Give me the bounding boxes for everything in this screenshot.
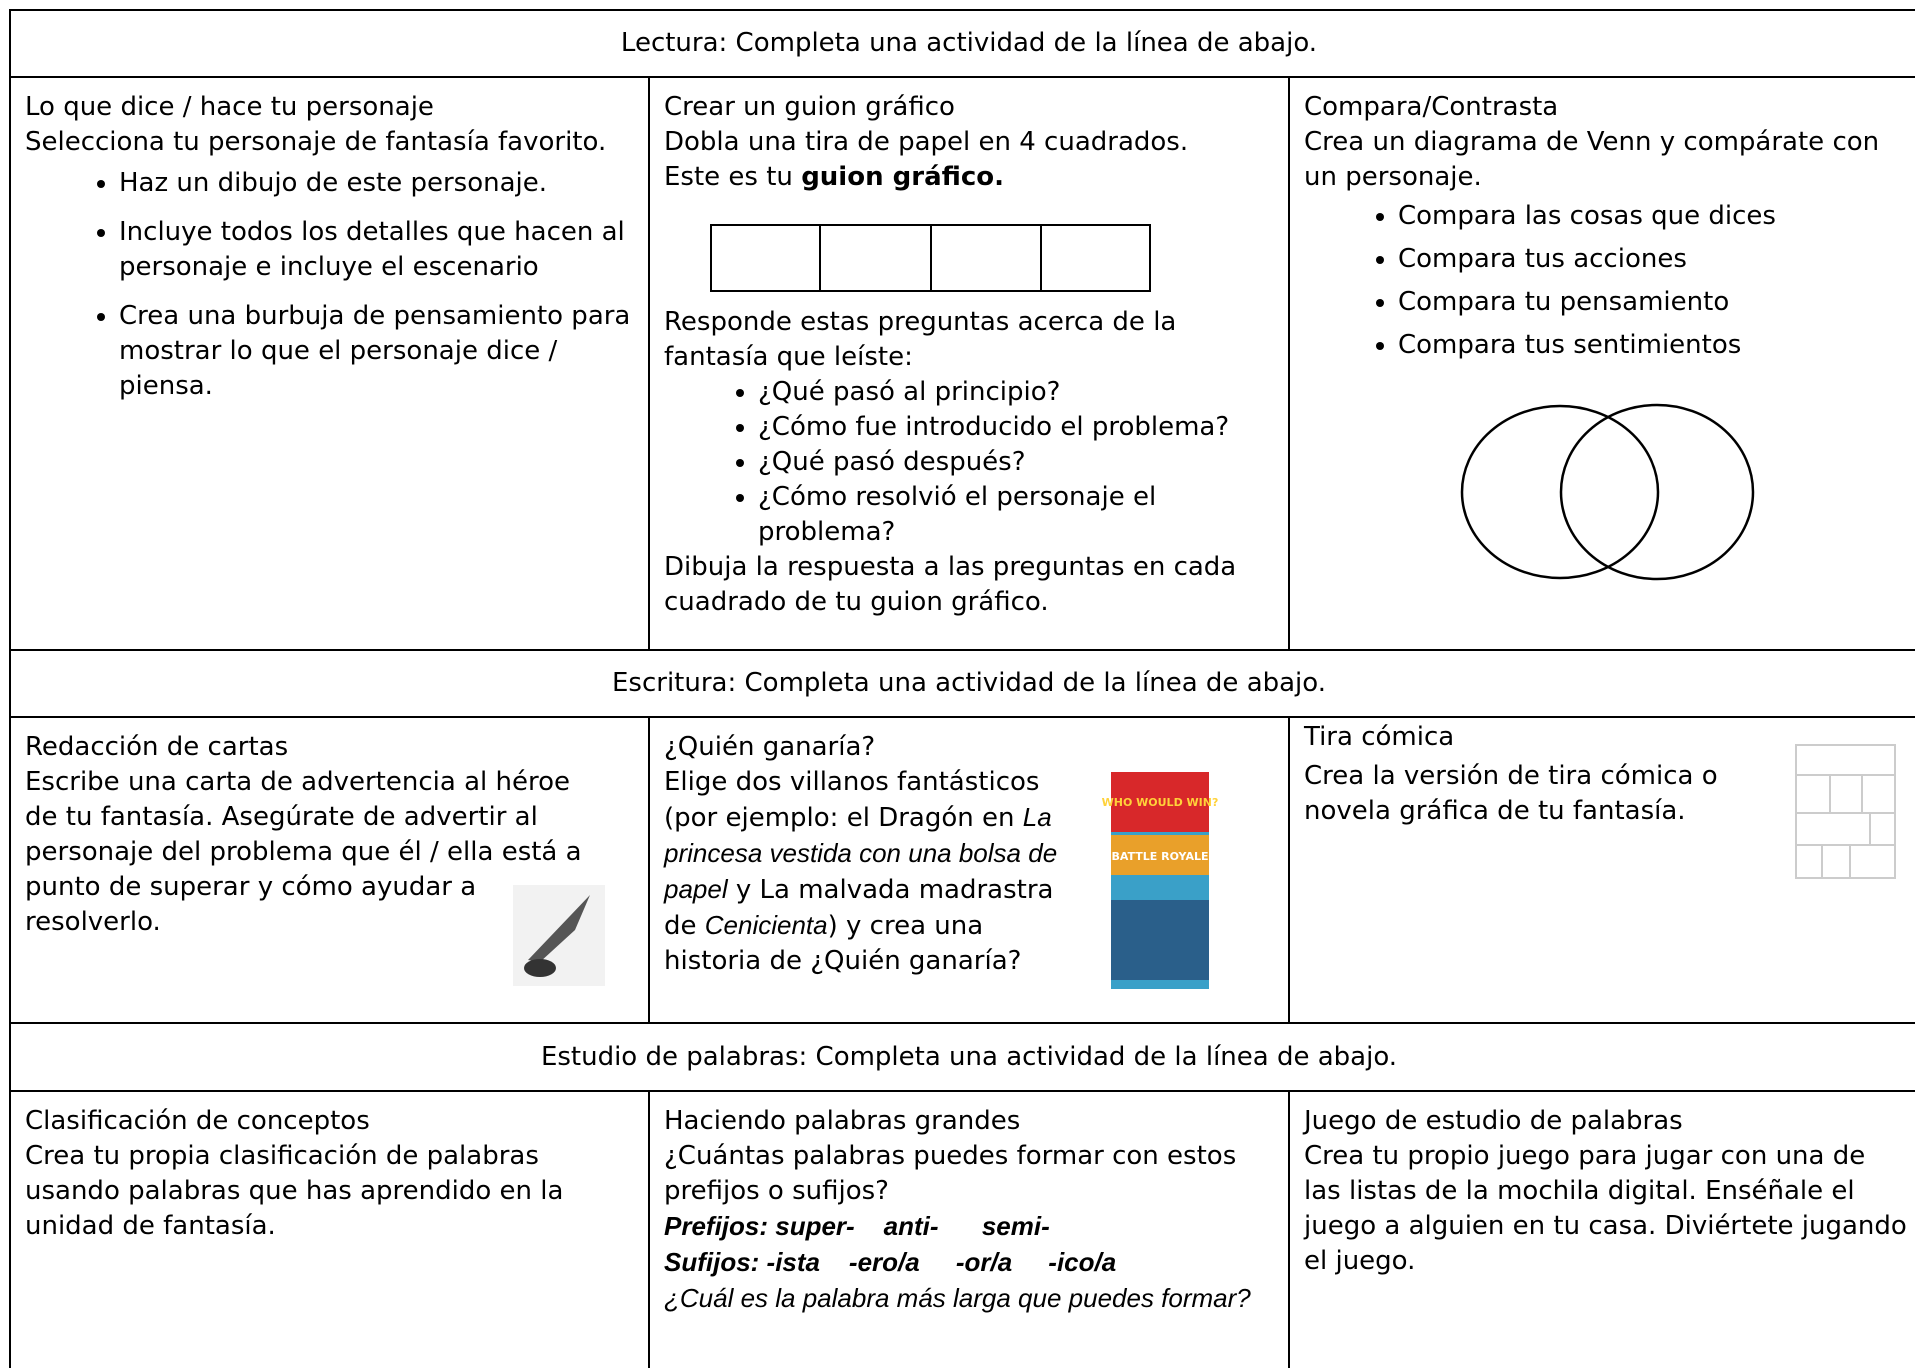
bullet-list: ¿Qué pasó al principio?¿Cómo fue introdu…: [664, 375, 1274, 550]
bullet-list: Haz un dibujo de este personaje. Incluye …: [25, 166, 634, 404]
activity-title: Haciendo palabras grandes: [664, 1106, 1021, 1136]
bullet-item: Haz un dibujo de este personaje.: [119, 166, 634, 201]
text: Responde estas preguntas acerca de la fa…: [664, 307, 1185, 372]
paragraph: ¿Cuál es la palabra más larga que puedes…: [664, 1281, 1274, 1317]
bullet-list: Compara las cosas que dices Compara tus a…: [1304, 199, 1910, 363]
bullet-item: Compara tu pensamiento: [1398, 285, 1910, 320]
paragraph: Dobla una tira de papel en 4 cuadrados.: [664, 125, 1274, 160]
quill-image: [513, 885, 605, 986]
activity-title: Tira cómica: [1304, 722, 1455, 752]
paragraph: Escribe una carta de advertencia al héro…: [25, 765, 608, 940]
section-heading: Escritura: Completa una actividad de la …: [9, 649, 1915, 718]
text: Elige dos villanos fantásticos (por ejem…: [664, 767, 1048, 833]
section-heading: Lectura: Completa una actividad de la lí…: [9, 9, 1915, 78]
section-heading: Estudio de palabras: Completa una activi…: [9, 1022, 1915, 1092]
activity-cell: Juego de estudio de palabras Crea tu prop…: [1288, 1090, 1915, 1368]
paragraph: Responde estas preguntas acerca de la fa…: [664, 305, 1274, 375]
activity-cell: Tira cómica Crea la versión de tira cómic…: [1288, 716, 1915, 1024]
venn-diagram: [1460, 403, 1755, 581]
paragraph: ¿Cuántas palabras puedes formar con esto…: [664, 1139, 1274, 1209]
storyboard: [710, 224, 1151, 292]
book-subtitle: BATTLE ROYALE: [1111, 850, 1208, 863]
text: Este es tu: [664, 162, 802, 192]
text: Crea un diagrama de Venn y compárate con…: [1304, 127, 1888, 192]
activity-title: ¿Quién ganaría?: [664, 732, 876, 762]
text-bold-italic: Prefijos: super- anti- semi-: [664, 1211, 1050, 1241]
paragraph: Selecciona tu personaje de fantasía favo…: [25, 125, 634, 160]
text: Escribe una carta de advertencia al héro…: [25, 767, 590, 937]
paragraph: Este es tu guion gráfico.: [664, 160, 1274, 195]
bullet-item: Incluye todos los detalles que hacen al …: [119, 215, 634, 285]
bullet-item: ¿Qué pasó después?: [758, 445, 1274, 480]
text: Crea la versión de tira cómica o novela …: [1304, 761, 1726, 826]
text-italic: ¿Cuál es la palabra más larga que puedes…: [664, 1283, 1251, 1313]
activity-cell: Clasificación de conceptos Crea tu propia…: [9, 1090, 650, 1368]
book-cover: WHO WOULD WIN? BATTLE ROYALE: [1102, 772, 1219, 989]
text-bold: guion gráfico.: [801, 162, 1005, 192]
activity-cell: Compara/Contrasta Crea un diagrama de Ven…: [1288, 76, 1915, 651]
bullet-item: Compara tus acciones: [1398, 242, 1910, 277]
paragraph: Crea tu propia clasificación de palabras…: [25, 1139, 634, 1244]
paragraph: Elige dos villanos fantásticos (por ejem…: [664, 765, 1058, 979]
paragraph: Dibuja la respuesta a las preguntas en c…: [664, 550, 1274, 620]
activity-cell: Crear un guion gráfico Dobla una tira de …: [648, 76, 1290, 651]
paragraph: Crea un diagrama de Venn y compárate con…: [1304, 125, 1910, 195]
text-italic: Cenicienta: [704, 910, 828, 940]
paragraph: Crea la versión de tira cómica o novela …: [1304, 759, 1724, 829]
text: Dibuja la respuesta a las preguntas en c…: [664, 552, 1245, 617]
activity-title: Crear un guion gráfico: [664, 92, 955, 122]
activity-cell: Lo que dice / hace tu personaje Seleccion…: [9, 76, 650, 651]
bullet-item: Crea una burbuja de pensamiento para mos…: [119, 299, 634, 404]
comic-grid: [1795, 744, 1896, 879]
paragraph: Prefijos: super- anti- semi-: [664, 1209, 1274, 1245]
book-title: WHO WOULD WIN?: [1102, 796, 1219, 809]
bullet-item: Compara las cosas que dices: [1398, 199, 1910, 234]
activity-title: Lo que dice / hace tu personaje: [25, 92, 434, 122]
text: Selecciona tu personaje de fantasía favo…: [25, 127, 607, 157]
bullet-item: ¿Qué pasó al principio?: [758, 375, 1274, 410]
paragraph: Crea tu propio juego para jugar con una …: [1304, 1139, 1910, 1279]
text: Crea tu propia clasificación de palabras…: [25, 1141, 572, 1241]
activity-title: Compara/Contrasta: [1304, 92, 1559, 122]
bullet-item: ¿Cómo resolvió el personaje el problema?: [758, 480, 1274, 550]
text: ¿Cuántas palabras puedes formar con esto…: [664, 1141, 1245, 1206]
activity-title: Redacción de cartas: [25, 732, 289, 762]
text: Dobla una tira de papel en 4 cuadrados.: [664, 127, 1189, 157]
text-italic: La princesa vestida con una bolsa de pap…: [664, 802, 1065, 904]
text: y La malvada madrastra de: [664, 875, 1062, 941]
paragraph: Sufijos: -ista -ero/a -or/a -ico/a: [664, 1245, 1274, 1281]
bullet-item: Compara tus sentimientos: [1398, 328, 1910, 363]
activity-cell: Haciendo palabras grandes ¿Cuántas palabr…: [648, 1090, 1290, 1368]
activity-cell: Redacción de cartas Escribe una carta de …: [9, 716, 650, 1024]
activity-title: Juego de estudio de palabras: [1304, 1106, 1683, 1136]
activity-cell: ¿Quién ganaría? Elige dos villanos fantás…: [648, 716, 1290, 1024]
text: ) y crea una historia de ¿Quién ganaría?: [664, 911, 1022, 976]
activity-title: Clasificación de conceptos: [25, 1106, 370, 1136]
text-bold-italic: Sufijos: -ista -ero/a -or/a -ico/a: [664, 1247, 1117, 1277]
bullet-item: ¿Cómo fue introducido el problema?: [758, 410, 1274, 445]
text: Crea tu propio juego para jugar con una …: [1304, 1141, 1915, 1276]
